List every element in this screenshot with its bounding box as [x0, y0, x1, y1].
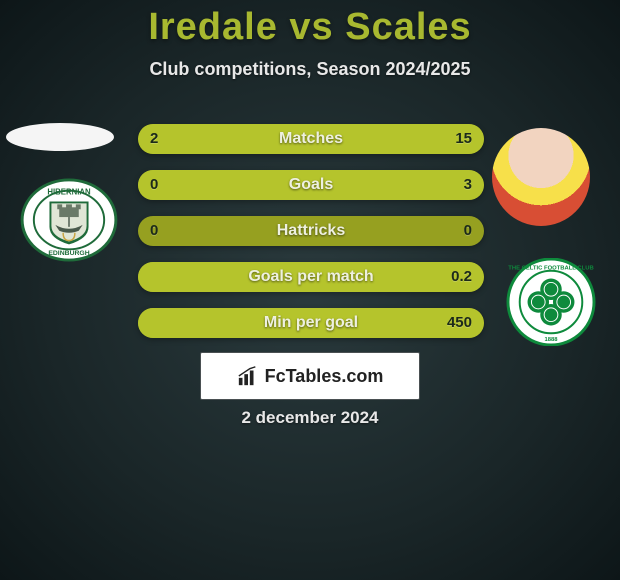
- stat-label: Min per goal: [138, 308, 484, 338]
- stat-bar: 00Hattricks: [138, 216, 484, 246]
- stat-bar: 0.2Goals per match: [138, 262, 484, 292]
- stat-bar: 215Matches: [138, 124, 484, 154]
- stat-label: Matches: [138, 124, 484, 154]
- stats-column: 215Matches 03Goals 00Hattricks 0.2Goals per…: [138, 124, 484, 354]
- date-label: 2 december 2024: [0, 408, 620, 428]
- stat-label: Hattricks: [138, 216, 484, 246]
- brand-text: FcTables.com: [265, 366, 384, 387]
- page-subtitle: Club competitions, Season 2024/2025: [0, 59, 620, 80]
- svg-text:EDINBURGH: EDINBURGH: [48, 250, 89, 257]
- brand-box[interactable]: FcTables.com: [200, 352, 420, 400]
- svg-text:HIBERNIAN: HIBERNIAN: [47, 188, 91, 197]
- comparison-card: Iredale vs Scales Club competitions, Sea…: [0, 0, 620, 580]
- stat-bar: 03Goals: [138, 170, 484, 200]
- stat-bar: 450Min per goal: [138, 308, 484, 338]
- player-right-avatar: [492, 128, 590, 226]
- svg-text:1888: 1888: [544, 337, 558, 343]
- player-left-avatar-placeholder: [6, 123, 114, 151]
- club-crest-left: HIBERNIAN EDINBURGH: [20, 178, 118, 262]
- svg-text:THE CELTIC FOOTBALL CLUB: THE CELTIC FOOTBALL CLUB: [508, 266, 593, 272]
- bar-chart-icon: [237, 365, 259, 387]
- club-crest-right: THE CELTIC FOOTBALL CLUB 1888: [502, 258, 600, 346]
- stat-label: Goals: [138, 170, 484, 200]
- page-title: Iredale vs Scales: [0, 0, 620, 49]
- stat-label: Goals per match: [138, 262, 484, 292]
